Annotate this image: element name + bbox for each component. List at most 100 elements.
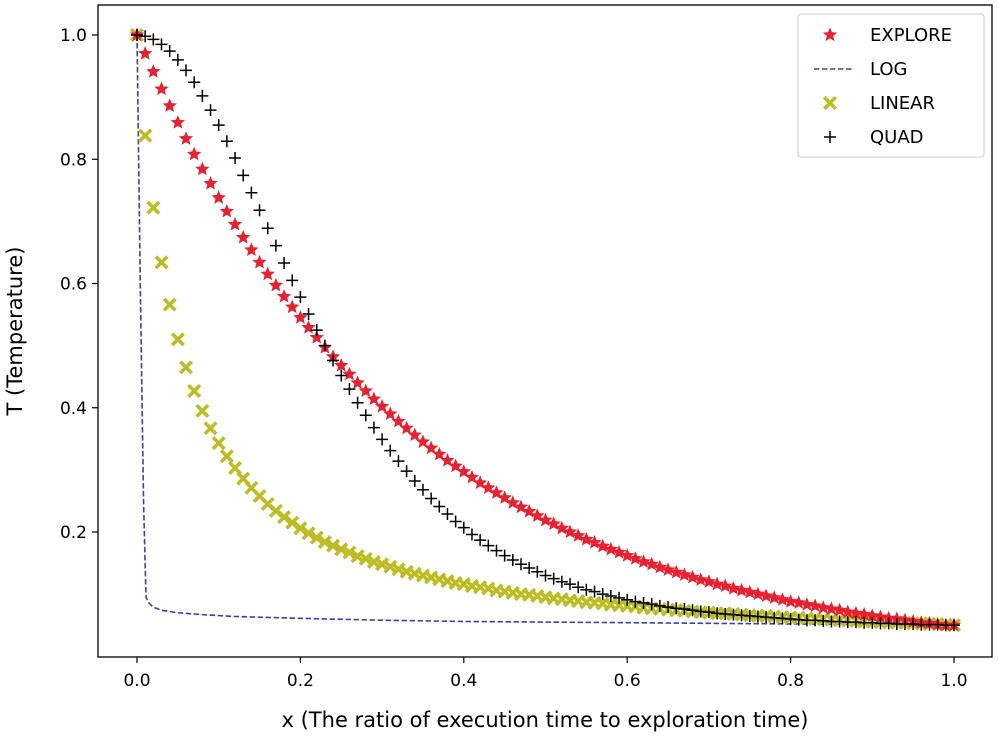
data-point-quad (188, 76, 201, 89)
data-point-explore (734, 582, 749, 597)
legend-label-linear: LINEAR (870, 93, 935, 114)
data-point-quad (229, 152, 242, 165)
data-point-explore (227, 216, 243, 231)
series-layer (129, 27, 962, 633)
data-point-quad (588, 585, 601, 598)
data-point-quad (948, 619, 960, 632)
x-tick-label: 0.0 (123, 671, 150, 691)
data-point-linear (195, 403, 210, 418)
data-point-explore (816, 600, 831, 614)
x-tick-label: 0.6 (614, 671, 641, 691)
data-point-quad (294, 291, 307, 304)
data-point-explore (252, 254, 267, 269)
data-point-explore (195, 161, 210, 176)
legend-label-log: LOG (870, 59, 908, 80)
data-point-quad (359, 409, 372, 422)
data-point-linear (138, 128, 153, 143)
data-point-quad (678, 603, 691, 616)
data-point-quad (278, 256, 291, 269)
data-point-linear (146, 200, 161, 215)
data-point-explore (758, 588, 774, 603)
data-point-quad (580, 583, 593, 596)
data-point-quad (155, 38, 168, 51)
data-point-explore (211, 190, 226, 204)
data-point-quad (433, 500, 446, 513)
y-axis: 0.2 0.4 0.6 0.8 1.0 (60, 26, 98, 543)
series-log (136, 34, 955, 626)
series-line-log (136, 34, 955, 626)
data-point-quad (523, 562, 536, 575)
data-point-explore (407, 427, 422, 442)
data-point-explore (219, 203, 234, 218)
data-point-linear (342, 545, 357, 560)
data-point-linear (203, 421, 218, 436)
data-point-explore (652, 559, 668, 574)
data-point-explore (432, 446, 447, 461)
data-point-quad (686, 604, 699, 617)
data-point-explore (309, 330, 324, 344)
legend-entry-linear: LINEAR (823, 93, 935, 114)
data-point-explore (750, 586, 766, 601)
data-point-quad (318, 339, 331, 352)
data-point-explore (423, 440, 439, 455)
data-point-linear (301, 526, 316, 541)
data-point-quad (180, 64, 193, 77)
data-point-quad (474, 534, 487, 547)
data-point-explore (832, 602, 847, 617)
legend-swatch-quad (824, 131, 836, 143)
data-point-explore (268, 277, 284, 292)
data-point-quad (465, 528, 478, 541)
data-point-quad (425, 492, 438, 505)
data-point-explore (383, 406, 398, 421)
data-point-explore (276, 289, 292, 303)
data-point-quad (457, 521, 470, 534)
series-explore (129, 27, 962, 632)
data-point-quad (662, 601, 675, 614)
data-point-quad (498, 549, 511, 562)
data-point-linear (326, 538, 341, 553)
data-point-explore (448, 458, 463, 473)
legend-entries: EXPLORE LOG LINEAR QUAD (814, 25, 952, 148)
data-point-quad (171, 53, 184, 66)
data-point-linear (179, 360, 194, 375)
data-point-linear (228, 461, 243, 476)
legend-label-explore: EXPLORE (870, 25, 952, 46)
data-point-quad (310, 324, 323, 337)
y-axis-label: T (Temperature) (3, 247, 27, 417)
data-point-explore (244, 242, 259, 257)
data-point-quad (261, 222, 274, 235)
data-point-linear (211, 436, 226, 451)
data-point-quad (343, 383, 356, 396)
data-point-explore (677, 567, 692, 581)
y-tick-label: 0.8 (60, 150, 87, 170)
data-point-quad (416, 483, 429, 496)
data-point-quad (131, 29, 143, 41)
data-point-explore (293, 310, 308, 324)
data-point-quad (384, 444, 397, 457)
data-point-quad (327, 354, 340, 367)
data-point-quad (564, 578, 577, 591)
legend-swatch-explore (822, 27, 838, 42)
y-tick-label: 0.6 (60, 275, 87, 295)
data-point-explore (840, 604, 855, 619)
data-point-quad (220, 135, 233, 148)
data-point-quad (139, 30, 152, 43)
data-point-explore (342, 366, 357, 381)
data-point-explore (236, 230, 251, 244)
data-point-quad (302, 307, 315, 320)
legend-entry-log: LOG (814, 59, 908, 80)
data-point-quad (400, 465, 413, 478)
x-tick-label: 0.4 (450, 671, 477, 691)
data-point-quad (621, 593, 634, 606)
data-point-quad (572, 581, 585, 594)
data-point-explore (154, 81, 169, 96)
data-point-quad (547, 572, 560, 585)
data-point-explore (693, 572, 708, 586)
data-point-explore (742, 584, 757, 599)
y-tick-label: 1.0 (60, 26, 87, 46)
data-point-explore (358, 383, 373, 398)
data-point-explore (456, 464, 471, 478)
legend-entry-explore: EXPLORE (822, 25, 952, 46)
data-point-explore (285, 299, 300, 314)
